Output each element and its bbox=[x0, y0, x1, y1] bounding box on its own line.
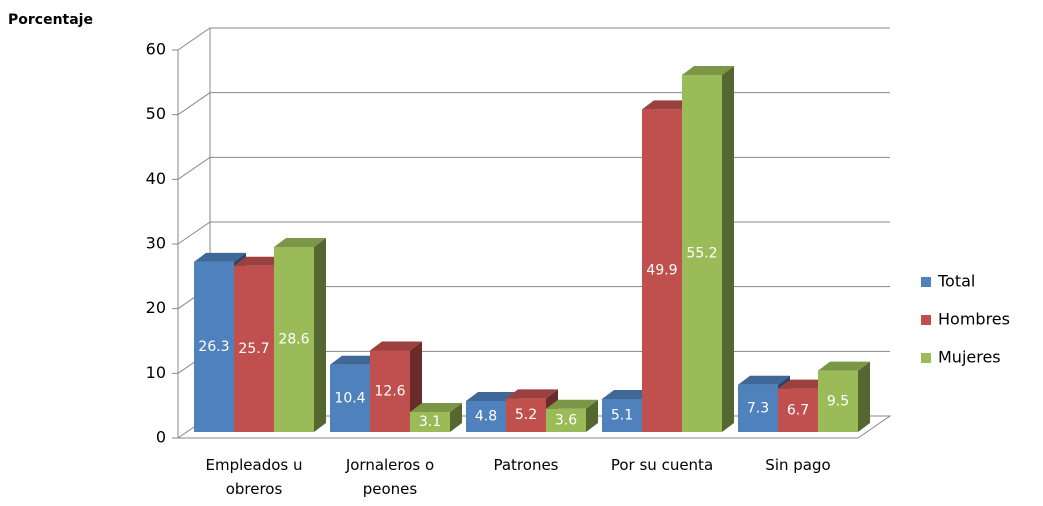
bar-front bbox=[410, 411, 450, 432]
x-tick-label: Empleados u obreros bbox=[205, 456, 303, 498]
x-tick-label: Sin pago bbox=[765, 456, 831, 474]
bar-side bbox=[314, 238, 326, 432]
bar-top bbox=[466, 391, 518, 401]
value-label: 7.3 bbox=[747, 400, 769, 416]
bar-front bbox=[466, 400, 506, 432]
bar bbox=[546, 399, 598, 432]
bar-front bbox=[370, 350, 410, 432]
bar-front bbox=[234, 265, 274, 432]
bar-top bbox=[370, 341, 422, 351]
y-tick-label: 10 bbox=[146, 363, 166, 382]
bar-front bbox=[682, 75, 722, 432]
bar-top bbox=[682, 66, 734, 76]
value-label: 25.7 bbox=[238, 341, 269, 357]
legend-label: Mujeres bbox=[938, 348, 1001, 367]
legend-label: Total bbox=[937, 272, 975, 291]
legend-swatch bbox=[921, 315, 931, 325]
bar-front bbox=[818, 370, 858, 432]
bar bbox=[370, 341, 422, 432]
value-label: 10.4 bbox=[334, 390, 365, 406]
bar-front bbox=[642, 109, 682, 433]
legend-label: Hombres bbox=[938, 310, 1010, 329]
x-tick-label: Por su cuenta bbox=[610, 456, 714, 474]
bar bbox=[274, 238, 326, 432]
bar-side bbox=[586, 399, 598, 432]
grid-line bbox=[177, 92, 890, 116]
value-label: 28.6 bbox=[278, 332, 309, 348]
bar-top bbox=[546, 399, 598, 409]
bar bbox=[410, 402, 462, 432]
bar-top bbox=[818, 361, 870, 371]
bar-side bbox=[722, 66, 734, 432]
x-tick-label: Jornaleros o peones bbox=[345, 456, 435, 498]
bar bbox=[818, 361, 870, 432]
y-tick-label: 50 bbox=[146, 104, 166, 123]
bar-top bbox=[194, 252, 246, 262]
bar-front bbox=[506, 398, 546, 432]
y-tick-label: 0 bbox=[156, 428, 166, 447]
value-label: 6.7 bbox=[787, 402, 809, 418]
bar-front bbox=[274, 247, 314, 432]
bar-side bbox=[858, 361, 870, 432]
bar-front bbox=[738, 384, 778, 432]
value-label: 12.6 bbox=[374, 383, 405, 399]
y-axis-label: Porcentaje bbox=[8, 12, 93, 28]
grid-line bbox=[177, 156, 890, 180]
bar-top bbox=[506, 389, 558, 399]
value-label: 9.5 bbox=[827, 393, 849, 409]
bar-top bbox=[642, 100, 694, 110]
value-label: 4.8 bbox=[475, 408, 497, 424]
x-tick-label: Patrones bbox=[493, 456, 559, 474]
y-tick-label: 40 bbox=[146, 169, 166, 188]
bar-top bbox=[778, 379, 830, 389]
bar-top bbox=[330, 355, 382, 365]
bar-front bbox=[330, 364, 370, 432]
y-tick-label: 30 bbox=[146, 234, 166, 253]
bar-top bbox=[602, 390, 654, 400]
bar-front bbox=[602, 399, 642, 432]
value-label: 3.1 bbox=[419, 414, 441, 430]
bar-top bbox=[234, 256, 286, 266]
value-label: 49.9 bbox=[646, 263, 677, 279]
value-label: 5.1 bbox=[611, 408, 633, 424]
grid-line bbox=[177, 27, 890, 51]
bar-front bbox=[778, 388, 818, 432]
bar-top bbox=[274, 238, 326, 248]
bar-top bbox=[410, 402, 462, 412]
legend-swatch bbox=[921, 353, 931, 363]
value-label: 55.2 bbox=[686, 246, 717, 262]
bar-top bbox=[738, 375, 790, 385]
bar-front bbox=[194, 261, 234, 432]
legend-swatch bbox=[921, 277, 931, 287]
bar bbox=[682, 66, 734, 432]
bar-side bbox=[450, 402, 462, 432]
bar-front bbox=[546, 408, 586, 432]
y-tick-label: 20 bbox=[146, 298, 166, 317]
value-label: 3.6 bbox=[555, 412, 577, 428]
value-label: 26.3 bbox=[198, 339, 229, 355]
value-label: 5.2 bbox=[515, 407, 537, 423]
y-tick-label: 60 bbox=[146, 40, 166, 59]
